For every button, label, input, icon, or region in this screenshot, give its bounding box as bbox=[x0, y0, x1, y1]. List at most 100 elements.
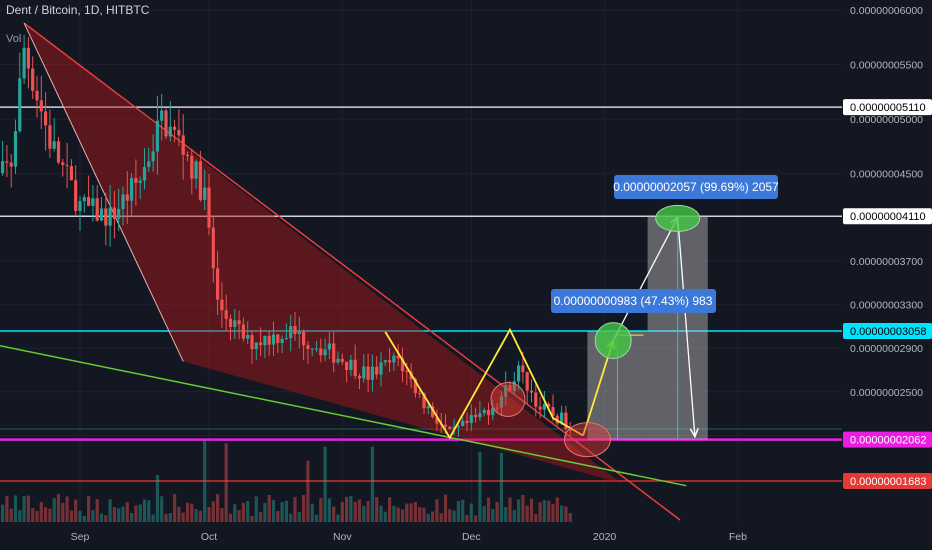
candle-body-18 bbox=[61, 162, 65, 166]
candle-body-39 bbox=[151, 151, 155, 162]
volume-bar-92 bbox=[379, 505, 383, 522]
candle-body-56 bbox=[224, 310, 228, 319]
time-axis: Sep Oct Nov Dec 2020 Feb bbox=[71, 531, 747, 543]
measure-labels: 0.00000000983 (47.43%) 983 0.00000002057 … bbox=[551, 175, 779, 313]
candle-body-110 bbox=[456, 426, 460, 428]
candle-body-103 bbox=[426, 406, 430, 409]
highlight-circles bbox=[490, 204, 701, 458]
volume-bar-29 bbox=[108, 499, 112, 522]
volume-bar-93 bbox=[383, 511, 387, 522]
candle-body-23 bbox=[82, 197, 86, 202]
price-axis-background bbox=[842, 0, 932, 550]
target1-label: 0.00000000983 (47.43%) 983 bbox=[554, 294, 713, 308]
candle-body-12 bbox=[35, 90, 39, 101]
volume-bar-38 bbox=[147, 500, 151, 522]
candle-body-136 bbox=[568, 429, 572, 431]
candle-body-83 bbox=[340, 358, 344, 362]
volume-bar-133 bbox=[555, 497, 559, 522]
candle-body-47 bbox=[185, 154, 190, 156]
volume-bar-5 bbox=[5, 495, 9, 522]
candle-body-10 bbox=[26, 47, 30, 69]
volume-bar-112 bbox=[465, 514, 469, 522]
candle-body-15 bbox=[48, 125, 52, 149]
volume-bar-107 bbox=[443, 494, 448, 522]
price-tag-bg-3 bbox=[843, 431, 932, 448]
volume-bar-68 bbox=[276, 511, 280, 522]
volume-bar-53 bbox=[211, 501, 215, 522]
volume-bar-72 bbox=[293, 496, 297, 522]
volume-bar-55 bbox=[220, 508, 224, 522]
candle-body-131 bbox=[547, 404, 551, 408]
volume-bar-52 bbox=[207, 507, 211, 522]
candle-body-21 bbox=[74, 180, 78, 212]
candle-body-86 bbox=[353, 359, 357, 377]
volume-bar-95 bbox=[392, 505, 396, 522]
candle-body-94 bbox=[388, 360, 392, 363]
candle-body-57 bbox=[228, 318, 233, 327]
volume-bar-14 bbox=[44, 507, 48, 522]
volume-bar-69 bbox=[280, 502, 284, 522]
candle-body-48 bbox=[190, 155, 194, 179]
candle-body-5 bbox=[5, 161, 9, 163]
candle-body-46 bbox=[181, 135, 185, 155]
target1-circle bbox=[594, 322, 632, 360]
volume-bar-67 bbox=[271, 499, 276, 522]
volume-bar-11 bbox=[31, 507, 35, 522]
candle-body-96 bbox=[396, 355, 400, 359]
volume-bar-12 bbox=[35, 510, 39, 522]
volume-bar-96 bbox=[396, 507, 400, 522]
volume-bar-37 bbox=[142, 499, 147, 522]
candle-body-11 bbox=[31, 68, 35, 91]
candle-body-33 bbox=[125, 194, 129, 201]
candle-body-35 bbox=[134, 178, 138, 183]
x-tick-5: Feb bbox=[729, 531, 747, 543]
candle-body-82 bbox=[336, 358, 340, 363]
volume-bar-6 bbox=[9, 508, 13, 522]
candle-body-105 bbox=[435, 417, 439, 424]
candle-body-38 bbox=[147, 161, 151, 167]
volume-bar-54 bbox=[216, 494, 220, 522]
x-tick-3: Dec bbox=[462, 531, 481, 543]
target2-label: 0.00000002057 (99.69%) 2057 bbox=[613, 180, 779, 194]
volume-bar-63 bbox=[254, 496, 258, 522]
volume-bar-4 bbox=[1, 504, 5, 522]
volume-bar-57 bbox=[228, 513, 233, 522]
x-tick-4: 2020 bbox=[593, 531, 617, 543]
candle-body-130 bbox=[542, 404, 546, 410]
volume-bar-129 bbox=[538, 502, 542, 522]
volume-bar-39 bbox=[151, 514, 155, 522]
volume-bar-124 bbox=[517, 499, 521, 522]
volume-bar-36 bbox=[138, 504, 142, 522]
chart-title: Dent / Bitcoin, 1D, HITBTC bbox=[6, 3, 150, 17]
candle-body-77 bbox=[314, 348, 319, 350]
volume-bar-134 bbox=[560, 505, 564, 522]
volume-bar-128 bbox=[534, 514, 538, 522]
candle-body-118 bbox=[491, 407, 495, 416]
volume-bar-73 bbox=[297, 511, 301, 522]
candle-body-24 bbox=[87, 197, 91, 206]
candle-body-89 bbox=[366, 366, 370, 380]
volume-bar-13 bbox=[39, 502, 43, 522]
volume-bar-115 bbox=[478, 451, 482, 522]
volume-bar-45 bbox=[177, 506, 181, 522]
volume-bar-22 bbox=[78, 510, 82, 522]
volume-bar-79 bbox=[323, 446, 327, 522]
candle-body-109 bbox=[452, 427, 456, 429]
candle-body-115 bbox=[478, 413, 482, 418]
volume-bar-136 bbox=[568, 513, 572, 522]
volume-bar-25 bbox=[91, 510, 95, 522]
y-tick-4: 0.00000003700 bbox=[850, 256, 923, 268]
candle-body-30 bbox=[112, 207, 116, 219]
candle-body-62 bbox=[250, 335, 254, 350]
candle-body-132 bbox=[551, 407, 555, 416]
volume-bar-16 bbox=[52, 497, 56, 522]
candle-body-41 bbox=[160, 110, 164, 121]
candle-body-121 bbox=[504, 385, 508, 397]
price-tag-4: 0.00000001683 bbox=[850, 476, 926, 488]
volume-bar-64 bbox=[259, 512, 263, 522]
volume-bar-44 bbox=[173, 494, 177, 522]
candle-body-72 bbox=[293, 326, 297, 335]
volume-bar-58 bbox=[233, 504, 237, 522]
